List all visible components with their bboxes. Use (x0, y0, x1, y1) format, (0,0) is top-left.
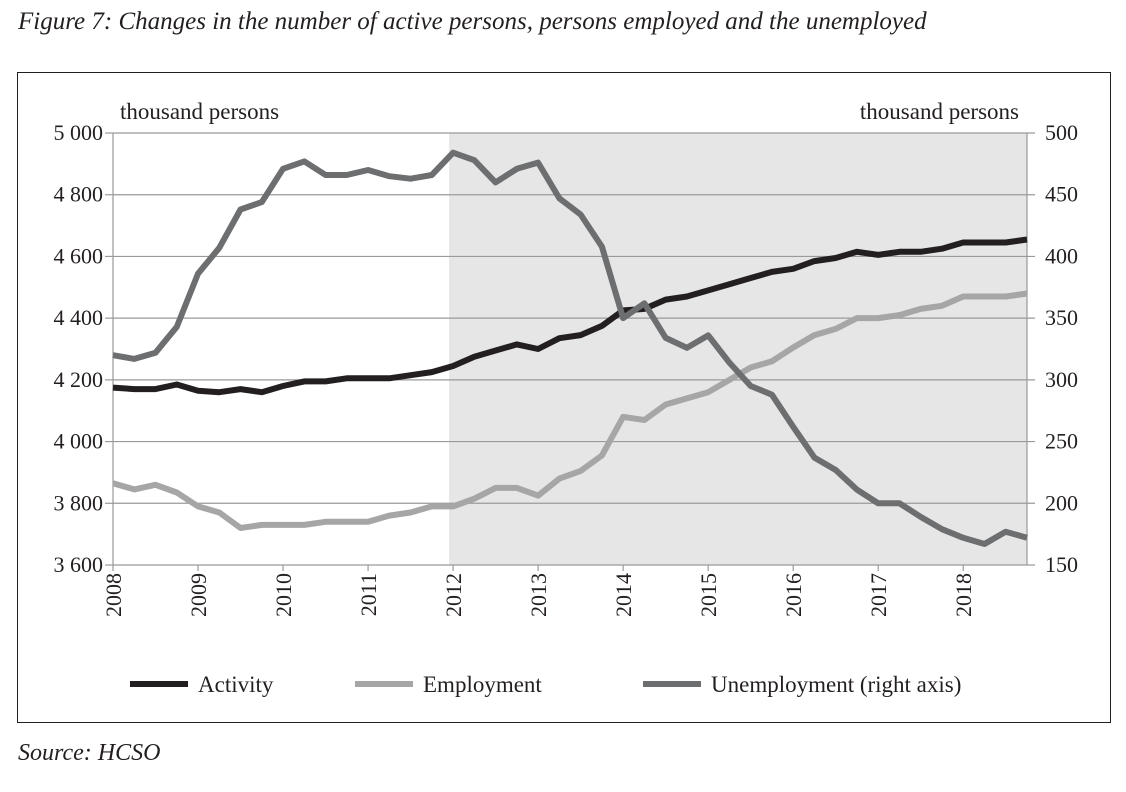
right-tick-label: 250 (1045, 429, 1078, 454)
left-tick-label: 4 800 (54, 182, 104, 207)
x-tick-label: 2014 (611, 573, 636, 617)
legend-label: Unemployment (right axis) (711, 672, 961, 697)
legend: Activity Employment Unemployment (right ax… (130, 672, 961, 697)
series-line-unemployment (112, 149, 1028, 547)
series-line-employment (112, 290, 1028, 531)
x-tick-label: 2011 (356, 573, 381, 616)
right-tick-label: 300 (1045, 367, 1078, 392)
right-tick-label: 500 (1045, 120, 1078, 145)
left-tick-label: 5 000 (54, 120, 104, 145)
left-tick-label: 4 600 (54, 243, 104, 268)
right-tick-label: 150 (1045, 552, 1078, 577)
x-tick-label: 2013 (526, 573, 551, 617)
right-tick-label: 350 (1045, 305, 1078, 330)
right-axis-label: thousand persons (860, 99, 1019, 124)
left-axis-label: thousand persons (120, 99, 279, 124)
x-tick-label: 2012 (441, 573, 466, 617)
x-tick-label: 2009 (186, 573, 211, 617)
source-note: Source: HCSO (18, 740, 161, 766)
figure-caption: Figure 7: Changes in the number of activ… (18, 8, 927, 35)
x-tick-label: 2008 (101, 573, 126, 617)
legend-label: Employment (423, 672, 542, 697)
series-lines (112, 149, 1028, 547)
axes: 3 600 3 800 4 000 4 200 4 400 4 600 4 800 5 000… (54, 120, 1079, 617)
chart-frame (17, 72, 1111, 723)
x-tick-label: 2010 (271, 573, 296, 617)
right-tick-label: 450 (1045, 182, 1078, 207)
x-tick-label: 2016 (781, 573, 806, 617)
x-tick-label: 2017 (866, 573, 891, 617)
left-tick-label: 3 600 (54, 552, 104, 577)
legend-label: Activity (198, 672, 274, 697)
x-tick-label: 2018 (951, 573, 976, 617)
left-tick-label: 4 400 (54, 305, 104, 330)
left-tick-label: 4 200 (54, 367, 104, 392)
left-tick-label: 4 000 (54, 429, 104, 454)
right-tick-label: 400 (1045, 243, 1078, 268)
right-tick-label: 200 (1045, 490, 1078, 515)
x-tick-label: 2015 (696, 573, 721, 617)
left-tick-label: 3 800 (54, 490, 104, 515)
series-line-activity (112, 236, 1028, 396)
